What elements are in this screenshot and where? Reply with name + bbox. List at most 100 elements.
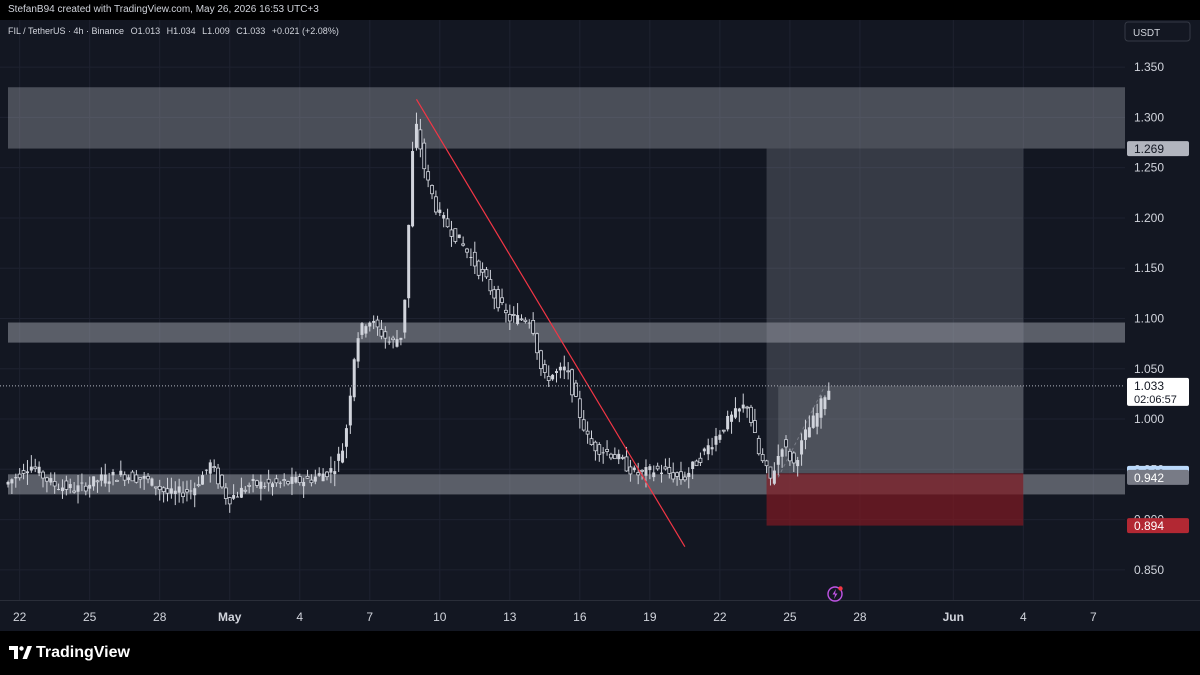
candle-down bbox=[504, 309, 508, 314]
candle-down bbox=[391, 337, 396, 341]
candle-up bbox=[57, 488, 61, 490]
y-axis-currency-label: USDT bbox=[1133, 28, 1160, 39]
chart-background bbox=[0, 20, 1200, 631]
price-label-stop bbox=[1127, 518, 1189, 534]
candle-up bbox=[368, 322, 372, 327]
candle-up bbox=[617, 453, 621, 460]
candle-up bbox=[201, 475, 205, 485]
candle-down bbox=[721, 429, 726, 432]
y-tick-label: 1.350 bbox=[1134, 60, 1164, 74]
candle-down bbox=[383, 331, 388, 339]
candle-down bbox=[749, 406, 753, 423]
candle-up bbox=[111, 471, 115, 476]
candle-down bbox=[41, 471, 45, 479]
candle-up bbox=[733, 408, 737, 418]
candle-up bbox=[302, 481, 306, 487]
candle-down bbox=[72, 490, 77, 493]
candle-up bbox=[372, 320, 376, 323]
candle-up bbox=[76, 485, 80, 492]
candle-down bbox=[597, 444, 602, 455]
candle-up bbox=[352, 359, 356, 398]
x-tick-label: 25 bbox=[83, 610, 97, 624]
author-caption: StefanB94 created with TradingView.com, … bbox=[8, 4, 319, 15]
candle-up bbox=[169, 488, 173, 494]
candle-up bbox=[193, 488, 197, 496]
symbol-legend[interactable]: FIL / TetherUS · 4h · Binance O1.013 H1.… bbox=[8, 26, 343, 36]
candle-up bbox=[827, 390, 831, 400]
x-tick-label: May bbox=[218, 610, 242, 624]
candle-up bbox=[103, 474, 107, 484]
y-tick-label: 1.000 bbox=[1134, 412, 1164, 426]
legend-symbol: FIL / TetherUS · 4h · Binance bbox=[8, 26, 125, 36]
candle-down bbox=[153, 486, 158, 489]
candle-up bbox=[107, 481, 111, 484]
candle-up bbox=[14, 477, 18, 479]
x-tick-label: 13 bbox=[503, 610, 517, 624]
candle-down bbox=[146, 475, 150, 480]
candle-up bbox=[718, 434, 722, 440]
candle-up bbox=[142, 476, 146, 479]
y-tick-label: 0.850 bbox=[1134, 563, 1164, 577]
candle-down bbox=[698, 457, 703, 463]
candle-up bbox=[737, 408, 741, 412]
candle-up bbox=[68, 484, 72, 489]
price-label-zone-text: 0.942 bbox=[1134, 471, 1164, 485]
price-label-target bbox=[1127, 141, 1189, 157]
candle-up bbox=[438, 209, 442, 214]
candle-up bbox=[150, 478, 154, 486]
candle-down bbox=[612, 454, 617, 460]
x-tick-label: 16 bbox=[573, 610, 587, 624]
lightning-icon[interactable] bbox=[826, 585, 844, 603]
candle-down bbox=[122, 474, 127, 481]
candle-up bbox=[558, 366, 562, 371]
candle-down bbox=[185, 489, 189, 493]
x-tick-label: 22 bbox=[713, 610, 727, 624]
candle-down bbox=[286, 481, 290, 485]
candle-down bbox=[161, 487, 166, 493]
candle-up bbox=[687, 472, 691, 477]
candle-up bbox=[321, 473, 325, 482]
candle-down bbox=[52, 481, 57, 487]
candle-up bbox=[772, 470, 776, 484]
candle-up bbox=[189, 490, 193, 492]
y-tick-label: 1.100 bbox=[1134, 311, 1164, 325]
candle-up bbox=[344, 428, 348, 447]
candle-down bbox=[609, 453, 613, 459]
candle-down bbox=[17, 473, 22, 479]
candle-down bbox=[445, 218, 450, 228]
candle-down bbox=[542, 364, 547, 373]
price-label-stop-text: 0.894 bbox=[1134, 519, 1164, 533]
price-chart[interactable]: USDT0.8500.9000.9501.0001.0501.1001.1501… bbox=[0, 20, 1200, 631]
candle-up bbox=[644, 467, 648, 476]
candle-down bbox=[624, 456, 629, 472]
candle-up bbox=[271, 483, 275, 488]
candle-down bbox=[675, 472, 679, 477]
candle-down bbox=[679, 471, 683, 481]
x-tick-label: 7 bbox=[1090, 610, 1097, 624]
candle-down bbox=[791, 452, 796, 464]
candle-up bbox=[469, 256, 473, 258]
candle-up bbox=[632, 467, 636, 471]
candle-up bbox=[442, 215, 446, 219]
candle-up bbox=[411, 151, 415, 227]
chart-panel[interactable]: USDT0.8500.9000.9501.0001.0501.1001.1501… bbox=[0, 20, 1200, 631]
candle-down bbox=[21, 470, 26, 474]
candle-down bbox=[157, 485, 162, 491]
candle-down bbox=[768, 466, 773, 479]
candle-down bbox=[430, 185, 434, 195]
candle-down bbox=[375, 319, 380, 328]
candle-down bbox=[574, 382, 578, 397]
candle-down bbox=[496, 289, 501, 309]
mid-zone bbox=[8, 322, 1125, 343]
candle-down bbox=[511, 314, 516, 316]
x-tick-label: 25 bbox=[783, 610, 797, 624]
candle-down bbox=[593, 441, 598, 452]
candle-down bbox=[535, 333, 539, 354]
candle-down bbox=[223, 487, 228, 499]
tradingview-logo-text: TradingView bbox=[36, 644, 130, 661]
candle-down bbox=[282, 479, 287, 482]
candle-up bbox=[333, 471, 337, 475]
price-label-zone bbox=[1127, 469, 1189, 485]
candle-up bbox=[356, 338, 360, 362]
candle-up bbox=[811, 415, 815, 428]
